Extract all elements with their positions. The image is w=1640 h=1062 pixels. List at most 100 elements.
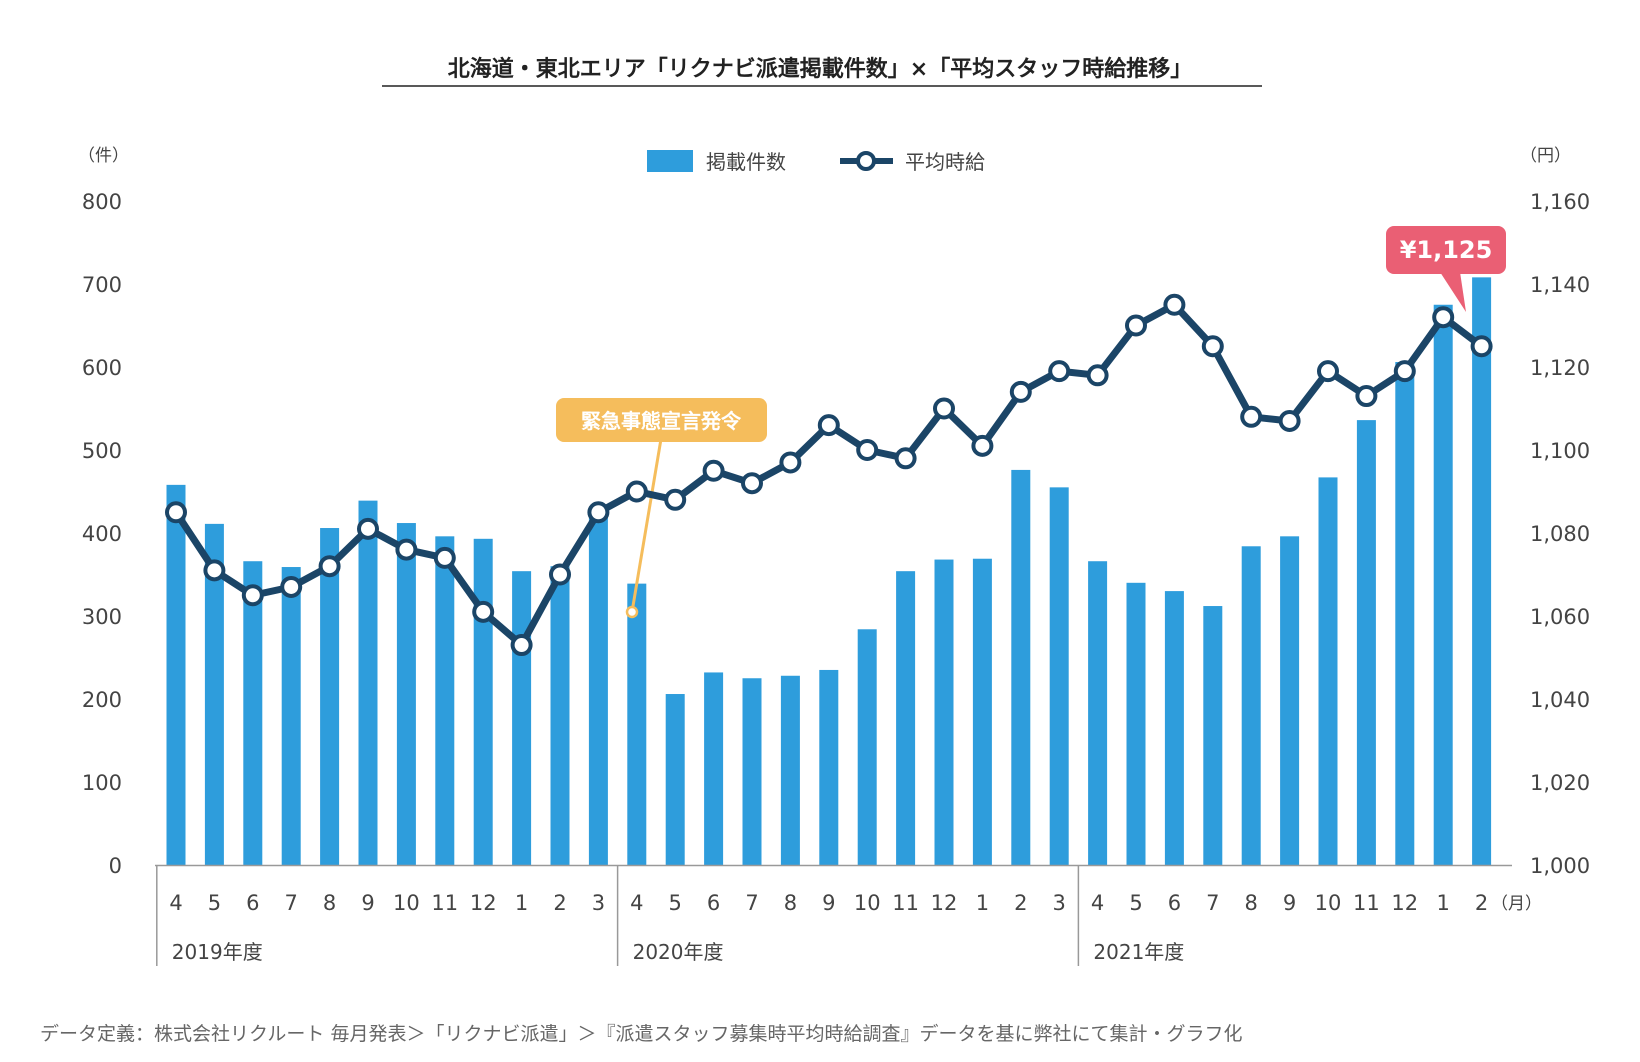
line-point bbox=[549, 563, 571, 586]
bar bbox=[1011, 469, 1031, 865]
line-point bbox=[1163, 293, 1186, 316]
year-label: 2019年度 bbox=[172, 940, 263, 964]
line-point bbox=[510, 634, 533, 657]
line-point bbox=[587, 501, 610, 524]
peak-callout-box bbox=[1386, 226, 1506, 274]
x-tick-label: 7 bbox=[285, 891, 298, 915]
legend: 掲載件数 平均時給 bbox=[647, 150, 985, 174]
right-tick-label: 1,080 bbox=[1530, 522, 1590, 546]
footnote: データ定義：株式会社リクルート 毎月発表＞「リクナビ派遣」＞『派遣スタッフ募集時… bbox=[40, 1023, 1242, 1045]
left-axis-unit: （件） bbox=[78, 146, 129, 166]
bar bbox=[1280, 536, 1300, 865]
line-point bbox=[1048, 360, 1071, 383]
year-label: 2021年度 bbox=[1093, 940, 1184, 964]
line-point bbox=[817, 414, 840, 437]
x-tick-label: 2 bbox=[1475, 891, 1488, 915]
line-point bbox=[971, 434, 994, 457]
line-point bbox=[1432, 306, 1455, 329]
event-pointer bbox=[630, 438, 663, 613]
x-tick-label: 7 bbox=[1206, 891, 1219, 915]
x-tick-label: 5 bbox=[208, 891, 221, 915]
right-tick-label: 1,140 bbox=[1530, 273, 1590, 297]
bar bbox=[243, 561, 263, 865]
x-tick-label: 12 bbox=[931, 891, 958, 915]
line-point bbox=[664, 488, 687, 511]
right-tick-label: 1,020 bbox=[1530, 771, 1590, 795]
x-tick-label: 1 bbox=[1437, 891, 1450, 915]
bar bbox=[320, 528, 340, 865]
bar bbox=[1472, 277, 1492, 865]
x-tick-label: 2 bbox=[553, 891, 566, 915]
year-dividers bbox=[156, 866, 1080, 966]
bar-series bbox=[166, 277, 1492, 865]
left-tick-label: 200 bbox=[82, 688, 122, 712]
left-tick-label: 300 bbox=[82, 605, 122, 629]
x-tick-label: 9 bbox=[361, 891, 374, 915]
x-tick-label: 7 bbox=[745, 891, 758, 915]
right-tick-label: 1,100 bbox=[1530, 439, 1590, 463]
line-point bbox=[357, 517, 379, 540]
legend-line-marker bbox=[856, 151, 876, 171]
x-tick-label: 12 bbox=[470, 891, 497, 915]
bar bbox=[857, 629, 877, 865]
x-tick-label: 11 bbox=[431, 891, 458, 915]
x-tick-label: 8 bbox=[323, 891, 336, 915]
left-axis-ticks: 0 100 200 300 400 500 600 700 800 bbox=[82, 190, 122, 878]
bar bbox=[550, 566, 570, 865]
bar bbox=[1049, 487, 1069, 865]
peak-callout-pointer bbox=[1440, 272, 1466, 312]
bar bbox=[1395, 362, 1415, 865]
left-tick-label: 400 bbox=[82, 522, 122, 546]
bar bbox=[819, 669, 839, 865]
line-point bbox=[1009, 380, 1032, 403]
line-point bbox=[702, 459, 725, 482]
x-tick-label: 10 bbox=[1315, 891, 1342, 915]
x-tick-label: 8 bbox=[1245, 891, 1258, 915]
bar bbox=[512, 571, 532, 865]
line-point bbox=[241, 584, 264, 607]
left-tick-label: 600 bbox=[82, 356, 122, 380]
x-tick-label: 3 bbox=[1053, 891, 1066, 915]
line-series bbox=[165, 293, 1493, 657]
bar bbox=[166, 484, 186, 865]
year-labels: 2019年度 2020年度 2021年度 bbox=[172, 940, 1185, 964]
bar bbox=[204, 523, 224, 865]
line-point bbox=[1086, 364, 1109, 387]
x-tick-label: 4 bbox=[630, 891, 643, 915]
x-tick-label: 11 bbox=[1353, 891, 1380, 915]
x-tick-label: 12 bbox=[1391, 891, 1418, 915]
bar bbox=[742, 678, 762, 865]
x-tick-label: 4 bbox=[1091, 891, 1104, 915]
chart-title: 北海道・東北エリア「リクナビ派遣掲載件数」×「平均スタッフ時給推移」 bbox=[448, 56, 1192, 82]
right-tick-label: 1,060 bbox=[1530, 605, 1590, 629]
bar bbox=[473, 538, 493, 865]
bar bbox=[1164, 591, 1184, 865]
bar bbox=[627, 583, 647, 865]
line-point bbox=[933, 397, 955, 420]
peak-callout-text: ¥1,125 bbox=[1400, 236, 1493, 264]
line-point bbox=[472, 600, 495, 623]
line-point bbox=[433, 546, 456, 569]
x-tick-label: 2 bbox=[1014, 891, 1027, 915]
line-point bbox=[1278, 409, 1301, 432]
bar bbox=[972, 558, 992, 865]
x-tick-label: 6 bbox=[707, 891, 720, 915]
x-tick-label: 9 bbox=[822, 891, 835, 915]
bar bbox=[934, 559, 954, 865]
bar bbox=[396, 523, 416, 865]
line-point bbox=[1240, 405, 1263, 428]
right-tick-label: 1,040 bbox=[1530, 688, 1590, 712]
bar bbox=[780, 675, 800, 865]
x-tick-label: 6 bbox=[246, 891, 259, 915]
left-tick-label: 100 bbox=[82, 771, 122, 795]
event-annotation: 緊急事態宣言発令 bbox=[556, 398, 767, 619]
legend-bar-label: 掲載件数 bbox=[706, 150, 786, 174]
bar bbox=[1126, 582, 1146, 865]
x-tick-label: 6 bbox=[1168, 891, 1181, 915]
line-point bbox=[280, 575, 303, 598]
line-point bbox=[1470, 335, 1493, 358]
line-point bbox=[856, 439, 879, 461]
bar bbox=[1241, 546, 1261, 865]
bar bbox=[704, 672, 724, 865]
